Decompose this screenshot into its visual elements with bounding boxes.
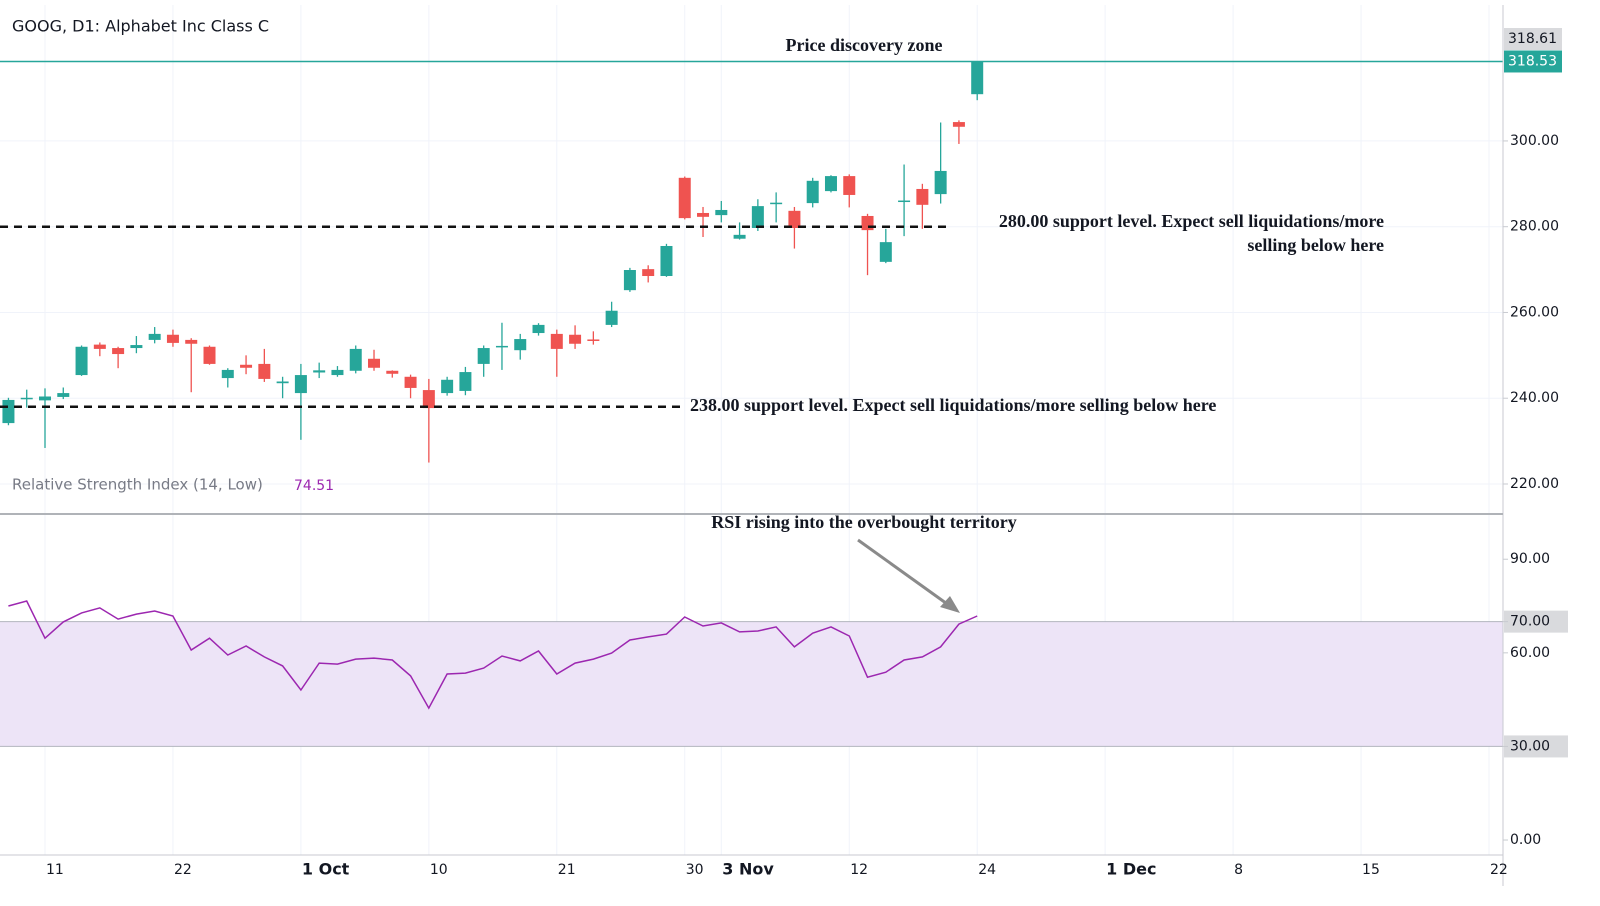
x-tick-label: 22 [174, 862, 192, 878]
candle-body [751, 206, 764, 228]
annotation: Price discovery zone [786, 35, 943, 55]
candle-body [623, 270, 636, 291]
candle-body [404, 376, 417, 388]
x-tick-label: 24 [978, 862, 996, 878]
candle-body [861, 215, 874, 231]
x-tick-label: 1 Oct [302, 860, 350, 879]
candle-body [166, 334, 179, 343]
rsi-title: Relative Strength Index (14, Low) [12, 476, 263, 494]
candle-body [20, 397, 33, 400]
candle-body [550, 333, 563, 349]
candle-body [294, 375, 307, 394]
candle-body [971, 61, 984, 95]
candle-body [441, 379, 454, 394]
candle-body [386, 370, 399, 374]
price-label-box [1504, 28, 1562, 50]
candle-body [514, 339, 527, 351]
candle-body [258, 363, 271, 379]
chart-title: GOOG, D1: Alphabet Inc Class C [12, 17, 269, 36]
candle-body [203, 346, 216, 364]
candle-body [806, 180, 819, 204]
y-tick-label: 90.00 [1510, 551, 1550, 567]
candle-body [532, 324, 545, 334]
candle-body [642, 269, 655, 277]
y-tick-label: 260.00 [1510, 304, 1559, 320]
candle-body [605, 310, 618, 325]
x-tick-label: 11 [46, 862, 64, 878]
rsi-value: 74.51 [294, 478, 334, 494]
y-tick-label: 70.00 [1510, 614, 1550, 630]
annotation: RSI rising into the overbought territory [711, 512, 1016, 532]
candle-body [587, 339, 600, 341]
candle-body [715, 209, 728, 216]
price-label-box [1504, 50, 1562, 73]
annotation: selling below here [1247, 235, 1384, 255]
y-tick-label: 220.00 [1510, 476, 1559, 492]
x-tick-label: 15 [1362, 862, 1380, 878]
candle-body [879, 242, 892, 262]
candle-body [916, 188, 929, 205]
candle-body [221, 369, 234, 379]
x-tick-label: 22 [1490, 862, 1508, 878]
marks [0, 60, 1503, 747]
candle-body [843, 176, 856, 195]
x-tick-label: 1 Dec [1106, 860, 1156, 879]
candle-body [697, 212, 710, 217]
annotation: 238.00 support level. Expect sell liquid… [690, 395, 1216, 415]
arrow-head [940, 596, 960, 613]
y-tick-label: 0.00 [1510, 832, 1541, 848]
candle-body [898, 200, 911, 203]
candle-body [660, 245, 673, 277]
price-label: 318.61 [1508, 31, 1557, 47]
candle-body [459, 372, 472, 391]
candle-body [349, 348, 362, 371]
candle-body [770, 202, 783, 205]
candle-body [952, 122, 965, 127]
x-tick-label: 8 [1234, 862, 1243, 878]
candle-body [934, 170, 947, 195]
candle-body [93, 344, 106, 349]
candle-body [276, 381, 289, 384]
candle-body [495, 345, 508, 348]
arrow-shaft [857, 538, 951, 608]
candle-body [368, 358, 381, 368]
candle-body [57, 393, 70, 397]
candle-body [39, 396, 51, 401]
candle-body [477, 348, 490, 364]
candle-body [331, 369, 344, 376]
x-tick-label: 21 [558, 862, 576, 878]
y-tick-label: 240.00 [1510, 390, 1559, 406]
y-tick-label: 280.00 [1510, 219, 1559, 235]
candle-body [824, 176, 837, 192]
rsi-line [8, 600, 978, 710]
x-tick-label: 30 [686, 862, 704, 878]
candle-body [313, 370, 326, 373]
tick-label-box [1504, 610, 1568, 633]
candle-body [422, 390, 435, 409]
candle-body [185, 339, 198, 344]
candle-body [2, 399, 15, 424]
candle-body [569, 334, 582, 344]
x-tick-label: 12 [850, 862, 868, 878]
candle-body [678, 177, 691, 219]
x-tick-label: 10 [430, 862, 448, 878]
y-tick-label: 30.00 [1510, 738, 1550, 754]
candle-body [130, 345, 143, 349]
candle-body [788, 210, 801, 228]
y-tick-label: 60.00 [1510, 645, 1550, 661]
price-label: 318.53 [1508, 53, 1557, 69]
y-tick-label: 300.00 [1510, 133, 1559, 149]
x-tick-label: 3 Nov [722, 860, 774, 879]
rsi-band [0, 621, 1503, 747]
tick-label-box [1504, 735, 1568, 758]
candle-body [733, 234, 746, 239]
candle-body [112, 348, 125, 355]
annotation: 280.00 support level. Expect sell liquid… [999, 211, 1384, 231]
candle-body [240, 364, 253, 368]
candle-body [75, 346, 88, 376]
candle-body [148, 333, 161, 340]
